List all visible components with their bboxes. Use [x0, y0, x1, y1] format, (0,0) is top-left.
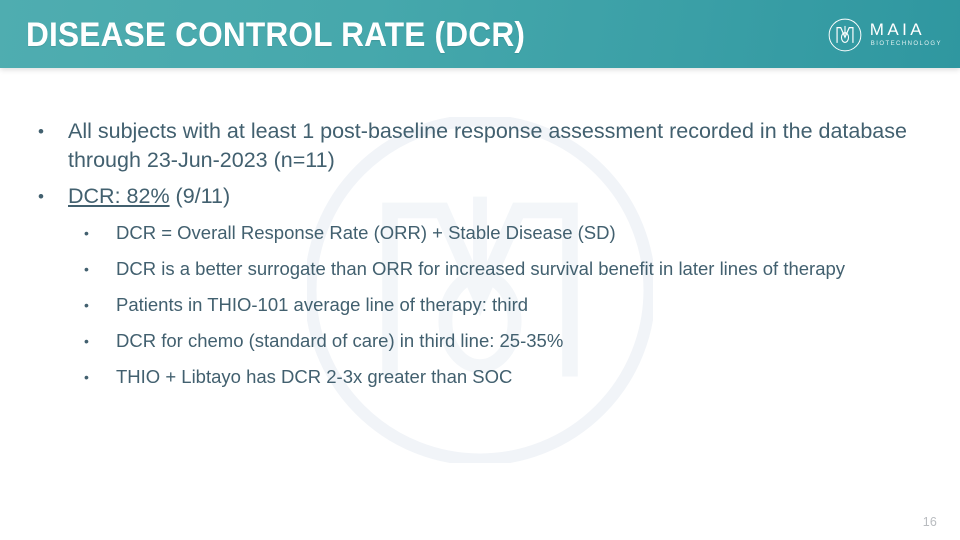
logo-subtitle: BIOTECHNOLOGY [870, 41, 942, 47]
bullet-list: • All subjects with at least 1 post-base… [32, 117, 932, 400]
list-item-text: THIO + Libtayo has DCR 2-3x greater than… [116, 366, 513, 387]
maia-logo: MAIA BIOTECHNOLOGY [828, 17, 942, 53]
logo-text-block: MAIA BIOTECHNOLOGY [870, 21, 942, 49]
bullet-marker-icon: • [84, 225, 89, 241]
list-item-dcr-rate: • DCR: 82% (9/11) [32, 182, 932, 211]
bullet-marker-icon: • [38, 187, 44, 206]
maia-monogram-icon [828, 18, 862, 52]
dcr-value-underlined: DCR: 82% [68, 184, 170, 208]
slide-content: • All subjects with at least 1 post-base… [0, 68, 960, 540]
sub-bullet-list: • DCR = Overall Response Rate (ORR) + St… [32, 220, 932, 390]
list-item-text: DCR = Overall Response Rate (ORR) + Stab… [116, 222, 616, 243]
list-item: • All subjects with at least 1 post-base… [32, 117, 932, 175]
list-item-text: Patients in THIO-101 average line of the… [116, 294, 529, 315]
list-item-text: DCR is a better surrogate than ORR for i… [116, 258, 846, 279]
bullet-marker-icon: • [84, 369, 89, 385]
dcr-fraction: (9/11) [169, 184, 231, 208]
list-item: • DCR = Overall Response Rate (ORR) + St… [32, 220, 932, 246]
bullet-marker-icon: • [84, 261, 89, 277]
page-number: 16 [922, 515, 937, 529]
list-item-text: DCR: 82% (9/11) [68, 182, 930, 211]
bullet-marker-icon: • [84, 297, 89, 313]
bullet-marker-icon: • [38, 122, 44, 141]
logo-name: MAIA [869, 20, 925, 39]
list-item-text: All subjects with at least 1 post-baseli… [68, 119, 907, 172]
list-item: • DCR is a better surrogate than ORR for… [32, 256, 932, 282]
list-item: • THIO + Libtayo has DCR 2-3x greater th… [32, 364, 932, 390]
slide-header: DISEASE CONTROL RATE (DCR) MAIA BIOTECHN… [0, 0, 960, 68]
page-title: DISEASE CONTROL RATE (DCR) [26, 16, 526, 54]
list-item: • DCR for chemo (standard of care) in th… [32, 328, 932, 354]
bullet-marker-icon: • [84, 333, 89, 349]
list-item-text: DCR for chemo (standard of care) in thir… [116, 330, 564, 351]
list-item: • Patients in THIO-101 average line of t… [32, 292, 932, 318]
